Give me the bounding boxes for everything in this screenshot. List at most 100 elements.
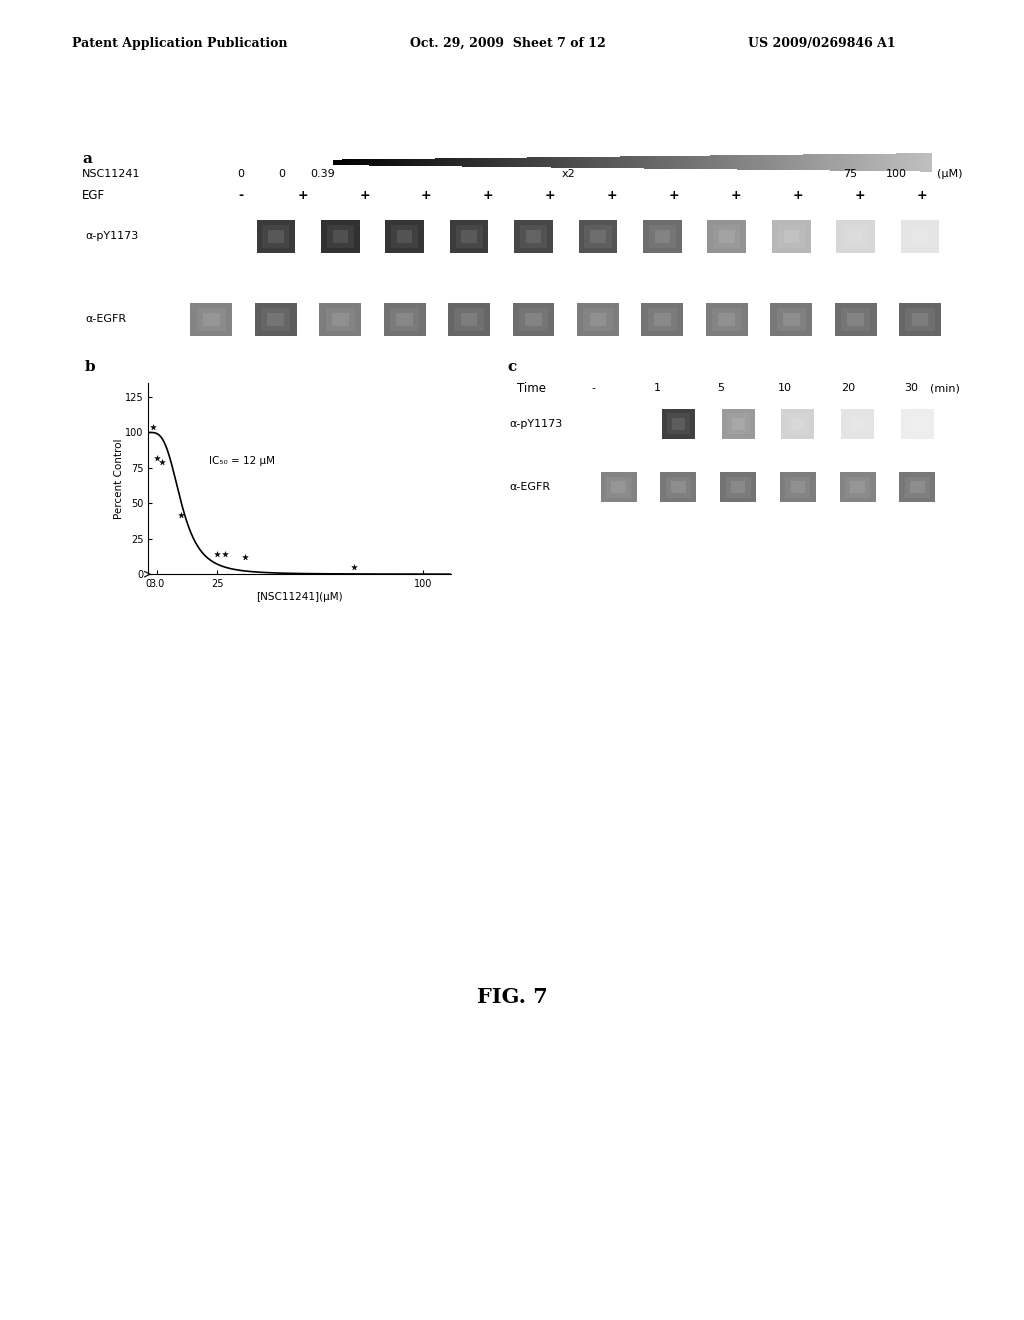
Bar [397, 230, 413, 243]
Bar [815, 154, 818, 170]
Text: α-pY1173: α-pY1173 [85, 231, 138, 242]
Bar [524, 157, 527, 168]
Bar [901, 219, 939, 253]
Bar [758, 154, 761, 170]
Bar [617, 157, 621, 168]
Bar [372, 160, 375, 165]
Bar [782, 154, 785, 170]
Bar [827, 154, 830, 170]
Bar [390, 158, 393, 166]
Bar [395, 158, 398, 166]
Bar [663, 156, 666, 169]
Y-axis label: Percent Control: Percent Control [114, 438, 124, 519]
Bar [737, 156, 740, 169]
Bar [203, 313, 220, 326]
Bar [911, 313, 929, 326]
Bar [667, 413, 690, 434]
Bar [878, 153, 881, 172]
Bar [190, 302, 232, 337]
Bar [414, 158, 417, 166]
Bar [884, 153, 887, 172]
Bar [881, 153, 884, 172]
Bar [701, 156, 705, 169]
Bar [863, 154, 866, 170]
Bar [465, 158, 468, 166]
Bar [842, 224, 869, 248]
Bar [841, 308, 870, 331]
Text: α-pY1173: α-pY1173 [509, 418, 562, 429]
Bar [549, 157, 552, 168]
Bar [794, 154, 797, 170]
Text: 10: 10 [777, 383, 792, 393]
Bar [336, 160, 339, 165]
Bar [716, 156, 719, 169]
Bar [851, 154, 854, 170]
Bar [845, 154, 848, 170]
Bar [644, 156, 647, 169]
Bar [780, 473, 816, 502]
Bar [706, 302, 748, 337]
Bar [599, 157, 602, 168]
Bar [488, 158, 492, 166]
Bar [450, 219, 488, 253]
Bar [719, 156, 722, 169]
Bar [818, 154, 821, 170]
Bar [905, 153, 908, 172]
Bar [351, 160, 353, 165]
Text: US 2009/0269846 A1: US 2009/0269846 A1 [748, 37, 895, 50]
Bar [674, 156, 677, 169]
Text: +: + [854, 189, 865, 202]
Bar [662, 409, 695, 438]
Bar [375, 160, 378, 165]
Bar [911, 153, 913, 172]
Bar [393, 158, 395, 166]
Bar [560, 157, 563, 168]
Bar [906, 413, 929, 434]
Bar [519, 308, 548, 331]
Bar [836, 154, 839, 170]
Bar [468, 158, 471, 166]
Text: (μM): (μM) [937, 169, 963, 180]
Bar [893, 153, 896, 172]
Bar [513, 302, 554, 337]
Bar [797, 154, 800, 170]
Bar [446, 158, 450, 166]
Bar [411, 158, 414, 166]
Bar [803, 154, 806, 170]
Bar [353, 160, 356, 165]
Bar [871, 153, 874, 172]
Bar [731, 156, 734, 169]
Text: 0: 0 [238, 169, 244, 180]
Bar [837, 219, 874, 253]
Text: (min): (min) [930, 383, 959, 393]
Bar [841, 409, 874, 438]
Bar [512, 157, 515, 168]
Bar [910, 417, 924, 430]
Bar [920, 153, 923, 172]
Bar [621, 157, 624, 168]
Bar [423, 158, 426, 166]
Bar [602, 157, 605, 168]
Bar [333, 230, 348, 243]
Bar [692, 156, 695, 169]
Bar [695, 156, 698, 169]
Bar [362, 160, 366, 165]
Text: Patent Application Publication: Patent Application Publication [72, 37, 287, 50]
Bar [462, 230, 477, 243]
Bar [908, 153, 911, 172]
Bar [554, 157, 557, 168]
Bar [429, 158, 432, 166]
Bar [369, 160, 372, 165]
Bar [332, 313, 348, 326]
Bar [333, 160, 336, 165]
Text: 5: 5 [718, 383, 724, 393]
Bar [851, 417, 864, 430]
Text: +: + [793, 189, 803, 202]
Bar [485, 158, 488, 166]
Bar [785, 154, 788, 170]
Bar [326, 308, 355, 331]
Bar [632, 156, 635, 169]
Bar [197, 308, 226, 331]
Bar [764, 154, 767, 170]
Bar [518, 157, 521, 168]
